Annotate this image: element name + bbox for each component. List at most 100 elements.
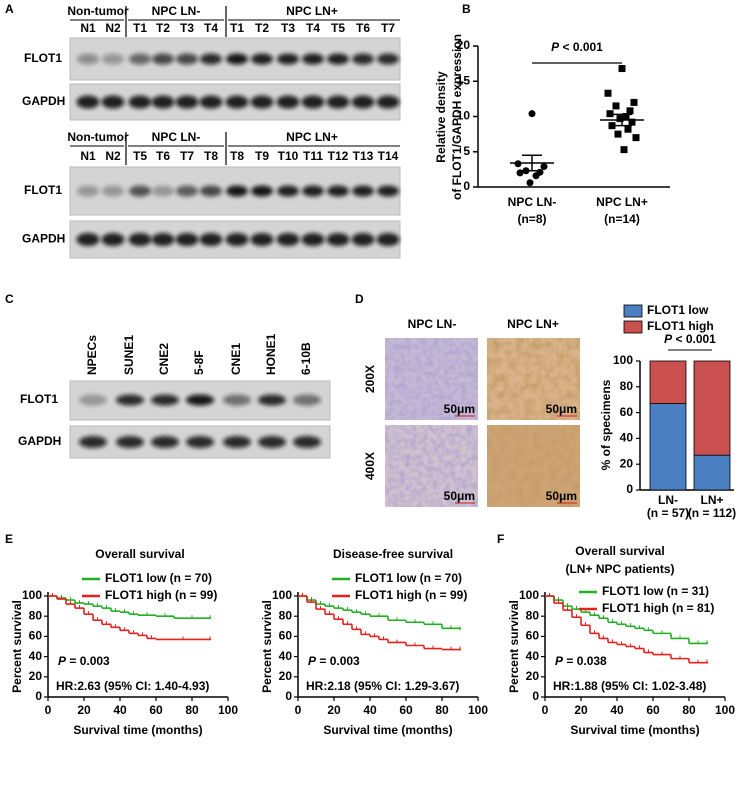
blot-band xyxy=(102,185,124,197)
panel-label: A xyxy=(5,2,14,16)
p-annotation: P = 0.038 xyxy=(555,654,607,668)
x-tick-label: NPC LN+ xyxy=(596,195,648,209)
legend-label: FLOT1 low (n = 31) xyxy=(602,584,709,598)
blot-band xyxy=(116,436,144,448)
p-value: = 0.038 xyxy=(563,654,607,668)
y-tick-label: 0 xyxy=(35,689,42,703)
data-point xyxy=(626,107,634,115)
x-tick-label: 0 xyxy=(295,703,302,717)
y-tick-label: 20 xyxy=(29,669,43,683)
y-tick-label: 80 xyxy=(620,379,634,393)
blot-band xyxy=(102,53,124,65)
data-point xyxy=(540,163,548,171)
y-tick-label: 0 xyxy=(463,179,470,193)
lane-label: T7 xyxy=(381,21,395,35)
blot-band xyxy=(79,436,107,448)
x-tick-label: 20 xyxy=(327,703,341,717)
blot-band xyxy=(251,53,273,65)
blot-band xyxy=(276,233,300,246)
row-label: FLOT1 xyxy=(24,51,62,65)
y-tick-label: 10 xyxy=(457,109,471,123)
y-tick-label: 60 xyxy=(29,629,43,643)
blot-band xyxy=(326,233,350,246)
blot-band xyxy=(276,95,300,109)
blot-band xyxy=(200,185,222,197)
legend-swatch xyxy=(623,304,643,318)
panel-label: B xyxy=(462,2,471,16)
x-tick-label: NPC LN- xyxy=(508,195,557,209)
x-tick-label: 40 xyxy=(363,703,377,717)
row-label: GAPDH xyxy=(22,94,65,108)
x-axis-title: Survival time (months) xyxy=(73,723,202,737)
blot-band xyxy=(151,436,179,448)
column-label: NPC LN+ xyxy=(507,317,559,331)
lane-label: T5 xyxy=(133,149,147,163)
blot-band xyxy=(301,95,325,109)
x-tick-label: 20 xyxy=(77,703,91,717)
ihc-texture xyxy=(385,425,478,507)
lane-label: N2 xyxy=(105,21,121,35)
x-tick-label: 80 xyxy=(682,703,696,717)
chart-subtitle: (LN+ NPC patients) xyxy=(565,562,674,576)
lane-group-label: Non-tumor xyxy=(67,4,129,18)
lane-label: 6-10B xyxy=(299,342,313,375)
p-value: < 0.001 xyxy=(559,40,603,54)
x-tick-label: 100 xyxy=(218,703,238,717)
p-symbol: P xyxy=(555,654,564,668)
bar-segment xyxy=(649,403,687,491)
y-tick-label: 20 xyxy=(457,38,471,52)
p-annotation: P < 0.001 xyxy=(551,40,603,54)
legend-label: FLOT1 low (n = 70) xyxy=(355,571,462,585)
blot-band xyxy=(302,53,324,65)
blot-band xyxy=(226,185,248,197)
y-tick-label: 20 xyxy=(620,456,634,470)
blot-band xyxy=(376,95,400,109)
y-axis-title: Relative density xyxy=(434,71,448,163)
lane-label: T8 xyxy=(204,149,218,163)
x-tick-note: (n = 57) xyxy=(647,506,689,520)
lane-group-label: NPC LN+ xyxy=(286,4,338,18)
blot-band xyxy=(293,436,321,448)
panel-label: E xyxy=(5,532,13,546)
legend-label: FLOT1 high xyxy=(647,319,714,333)
y-tick-label: 80 xyxy=(29,608,43,622)
blot-band xyxy=(258,436,286,448)
data-point xyxy=(526,179,534,187)
blot-band xyxy=(250,233,274,246)
lane-group-label: NPC LN+ xyxy=(286,130,338,144)
blot-band xyxy=(151,95,175,109)
blot-band xyxy=(293,394,321,406)
blot-band xyxy=(199,233,223,246)
p-annotation: P < 0.001 xyxy=(664,332,716,346)
y-tick-label: 5 xyxy=(463,144,470,158)
x-tick-label: 100 xyxy=(468,703,488,717)
x-tick-label: 60 xyxy=(399,703,413,717)
y-tick-label: 20 xyxy=(279,669,293,683)
y-tick-label: 100 xyxy=(22,588,42,602)
x-axis-title: Survival time (months) xyxy=(323,723,452,737)
data-point xyxy=(528,110,536,118)
blot-band xyxy=(352,185,374,197)
y-tick-label: 60 xyxy=(620,405,634,419)
blot-band xyxy=(258,394,286,406)
lane-label: N2 xyxy=(105,149,121,163)
y-tick-label: 40 xyxy=(526,649,540,663)
y-axis-title: % of specimens xyxy=(599,379,613,470)
lane-label: 5-8F xyxy=(192,350,206,375)
y-tick-label: 100 xyxy=(613,353,633,367)
blot-band xyxy=(301,233,325,246)
lane-label: T4 xyxy=(306,21,320,35)
lane-label: T2 xyxy=(255,21,269,35)
ihc-texture xyxy=(487,425,580,507)
legend-label: FLOT1 low (n = 70) xyxy=(105,571,212,585)
blot-band xyxy=(225,95,249,109)
ihc-texture xyxy=(487,338,580,420)
scale-bar-label: 50μm xyxy=(444,489,475,503)
blot-band xyxy=(377,185,399,197)
x-tick-note: (n=8) xyxy=(517,212,546,226)
blot-band xyxy=(128,95,152,109)
p-annotation: P = 0.003 xyxy=(58,654,110,668)
blot-band xyxy=(376,233,400,246)
data-point xyxy=(628,118,636,126)
